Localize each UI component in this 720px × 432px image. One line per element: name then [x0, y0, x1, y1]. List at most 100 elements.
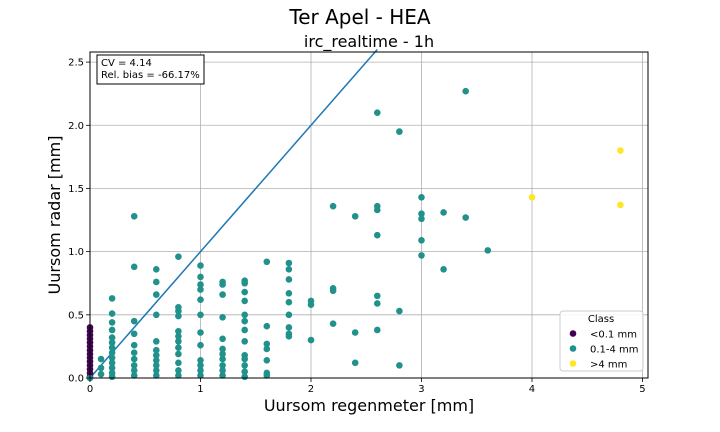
data-point [285, 290, 293, 297]
data-point [241, 326, 248, 334]
data-point [152, 367, 160, 374]
data-point [351, 212, 359, 220]
stats-cv: CV = 4.14 [101, 58, 152, 69]
data-point [175, 307, 182, 315]
data-point [197, 296, 204, 303]
data-point [175, 333, 182, 340]
x-tick-label: 1 [197, 384, 203, 395]
data-point [130, 330, 138, 338]
data-point [373, 206, 381, 214]
data-point [152, 291, 160, 298]
data-point [418, 252, 425, 259]
chart-title: Ter Apel - HEA [288, 5, 431, 29]
legend-marker [569, 360, 577, 367]
data-point [152, 311, 160, 319]
data-point [175, 327, 182, 335]
data-point [219, 355, 226, 363]
data-point [108, 373, 116, 381]
data-point [175, 338, 182, 345]
y-tick-label: 1.0 [68, 247, 84, 258]
data-point [241, 373, 248, 381]
data-point [484, 247, 492, 254]
plot-area-frame [89, 51, 649, 379]
data-point [197, 329, 204, 336]
data-point [152, 372, 160, 379]
data-point [197, 362, 204, 369]
data-point [175, 359, 182, 367]
data-point [197, 281, 204, 288]
data-point [241, 297, 248, 305]
y-axis-label: Uursom radar [mm] [45, 136, 64, 295]
data-point [130, 372, 138, 379]
data-point [263, 258, 271, 266]
data-point [197, 262, 204, 269]
x-tick-label: 4 [529, 384, 535, 395]
data-point [130, 263, 138, 271]
chart-subtitle: irc_realtime - 1h [304, 32, 434, 52]
y-tick-label: 2.5 [68, 58, 84, 69]
data-point [396, 128, 403, 135]
data-point [351, 359, 359, 367]
stats-bias: Rel. bias = -66.17% [101, 70, 200, 81]
data-point [263, 372, 271, 379]
data-point [418, 215, 425, 223]
data-point [351, 329, 359, 336]
data-point [219, 291, 226, 298]
data-point [108, 354, 116, 362]
data-point [175, 372, 182, 379]
data-point [219, 362, 226, 369]
data-point [241, 368, 248, 375]
data-point [219, 367, 226, 374]
data-point [219, 281, 226, 288]
data-point [152, 346, 160, 354]
data-point [197, 367, 204, 374]
data-point [130, 349, 138, 357]
data-point [285, 276, 293, 283]
data-point [418, 236, 425, 244]
data-point [197, 341, 204, 349]
data-point [197, 372, 204, 379]
data-point [285, 259, 293, 267]
data-point [373, 109, 381, 116]
data-point [373, 292, 381, 300]
data-point [418, 210, 425, 218]
data-point [241, 338, 248, 345]
data-point [108, 364, 116, 372]
data-point [130, 355, 138, 363]
data-point [108, 334, 116, 341]
data-point [263, 345, 271, 353]
legend-label: >4 mm [590, 360, 627, 371]
x-axis-label: Uursom regenmeter [mm] [264, 396, 474, 415]
data-point [197, 357, 204, 364]
legend-marker [569, 330, 577, 337]
data-point [219, 345, 226, 353]
legend-items: <0.1 mm 0.1-4 mm >4 mm [569, 330, 639, 371]
data-point [440, 266, 447, 273]
data-point [152, 338, 160, 345]
data-point [285, 298, 293, 306]
data-points-layer [86, 87, 624, 382]
data-point [241, 279, 248, 287]
data-point [329, 287, 337, 295]
data-point [285, 324, 293, 331]
data-point [263, 322, 271, 330]
data-point [175, 350, 182, 358]
data-point [241, 317, 248, 325]
data-point [219, 335, 226, 343]
data-point [263, 357, 271, 364]
data-point [263, 340, 271, 348]
data-point [241, 288, 248, 296]
data-point [617, 147, 624, 154]
data-point [373, 300, 381, 307]
data-point [175, 253, 182, 260]
data-point [373, 231, 381, 239]
data-point [97, 364, 105, 372]
data-point [462, 214, 469, 221]
data-point [108, 359, 116, 367]
x-tick-label: 2 [308, 384, 314, 395]
data-point [152, 357, 160, 364]
reference-line [89, 48, 378, 379]
data-point [152, 351, 160, 359]
data-point [152, 362, 160, 369]
